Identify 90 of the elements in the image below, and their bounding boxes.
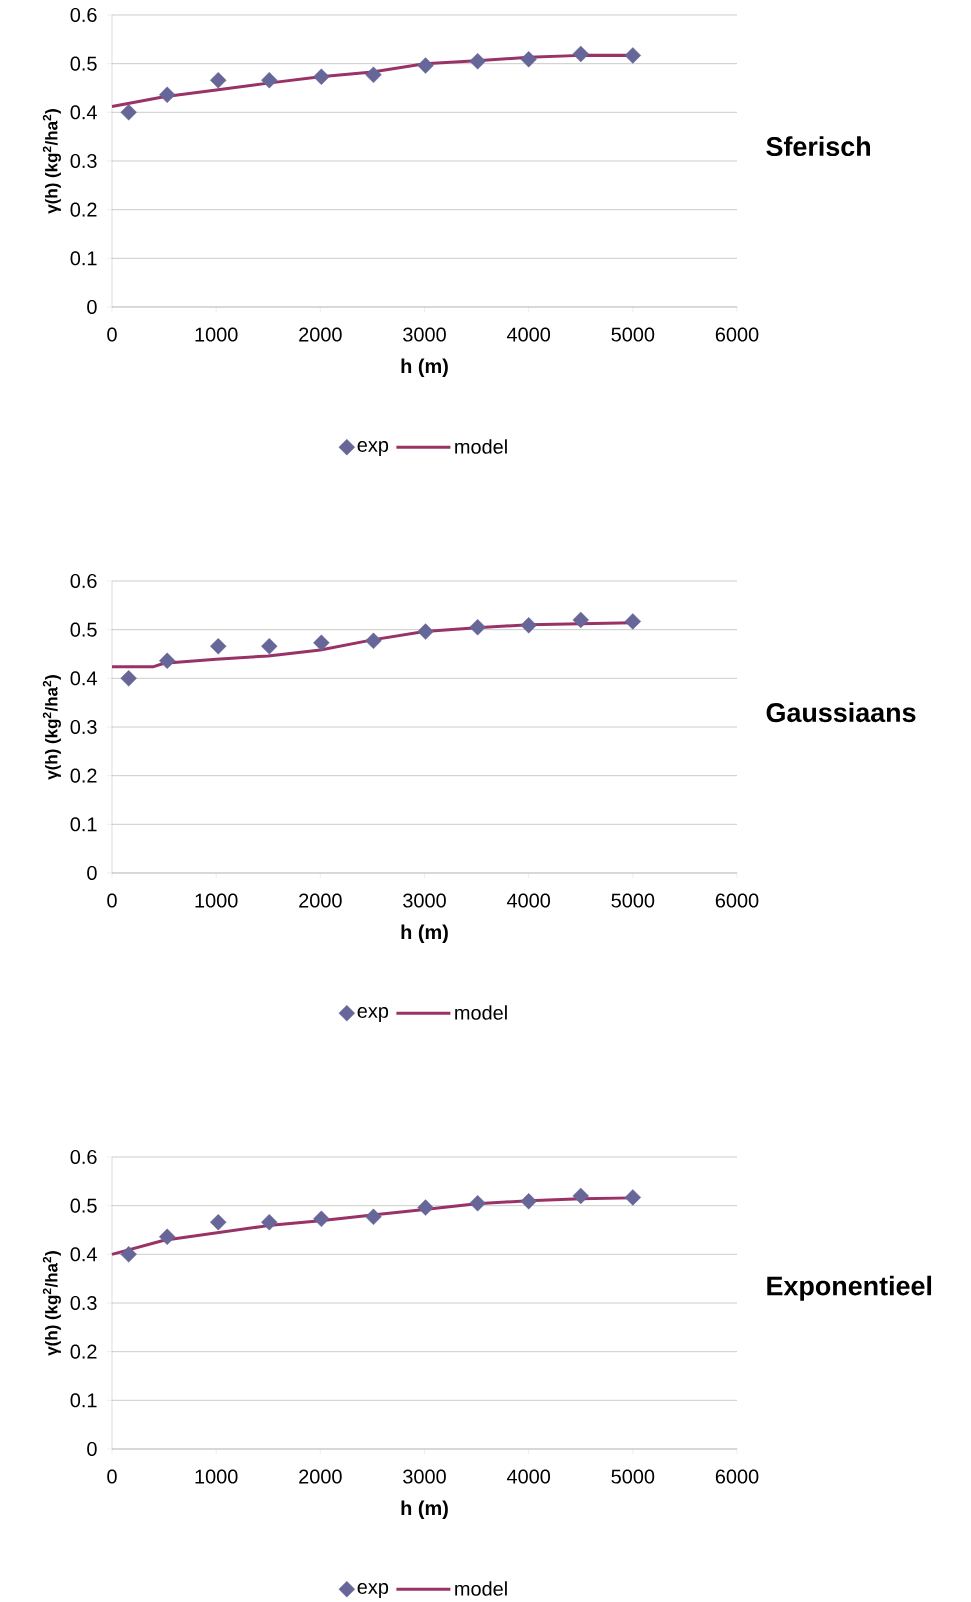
x-tick-label: 1000 (195, 893, 238, 908)
x-tick-label: 0 (107, 327, 117, 342)
point (365, 66, 382, 84)
point (469, 619, 486, 636)
point (624, 47, 642, 64)
y-axis-title: γ(h) (kg$^{2}$/ha$^{2}$) (42, 1251, 61, 1356)
y-axis-title: γ(h) (kg$^{2}$/ha$^{2}$) (42, 109, 61, 214)
x-tick-label: 3000 (403, 893, 446, 908)
point (520, 51, 537, 68)
x-tick-label: 1000 (195, 327, 238, 342)
point (120, 1246, 137, 1263)
legend-label: exp (357, 441, 389, 456)
x-axis-title: h (m) (401, 358, 448, 378)
y-tick-label: 0.3 (70, 719, 97, 735)
y-tick-label: 0.2 (70, 202, 97, 217)
point (313, 68, 330, 85)
legend-label: exp (357, 1007, 389, 1022)
y-tick-label: 0.5 (70, 1198, 97, 1213)
x-tick-label: 0 (107, 1469, 117, 1484)
x-tick-label: 5000 (611, 893, 655, 908)
y-tick-label: 0.6 (70, 7, 97, 23)
y-tick-label: 0.2 (70, 768, 97, 783)
point (572, 1187, 589, 1205)
y-tick-label: 0.4 (70, 1247, 97, 1262)
point (159, 652, 176, 669)
x-tick-label: 2000 (299, 327, 342, 342)
x-tick-label: 2000 (299, 893, 342, 908)
point (313, 1210, 330, 1227)
x-axis-title: h (m) (401, 1500, 448, 1520)
y-tick-label: 0.2 (70, 1344, 97, 1359)
point (210, 638, 227, 655)
y-tick-label: 0.4 (70, 671, 97, 686)
x-axis-title: h (m) (401, 924, 448, 944)
x-tick-label: 5000 (611, 1469, 655, 1484)
x-tick-label: 3000 (403, 327, 446, 342)
y-tick-label: 0 (87, 1441, 97, 1457)
x-tick-label: 0 (107, 893, 117, 908)
y-tick-label: 0.5 (70, 622, 97, 637)
x-tick-label: 6000 (715, 893, 759, 908)
text: Sferisch (766, 136, 870, 157)
x-tick-label: 1000 (195, 1469, 238, 1484)
y-tick-label: 0.6 (70, 573, 97, 589)
point (469, 1195, 486, 1212)
point (572, 611, 589, 629)
point (159, 1228, 176, 1246)
y-tick-label: 0.1 (70, 817, 97, 832)
y-tick-label: 0.1 (70, 1393, 97, 1408)
x-tick-label: 5000 (611, 327, 655, 342)
point (624, 1189, 642, 1206)
y-axis-title: γ(h) (kg$^{2}$/ha$^{2}$) (42, 675, 61, 780)
x-tick-label: 2000 (299, 1469, 342, 1484)
point (572, 45, 589, 63)
point (261, 1214, 278, 1231)
point (313, 634, 330, 651)
y-tick-label: 0.4 (70, 105, 97, 120)
y-tick-label: 0.6 (70, 1149, 97, 1165)
x-tick-label: 4000 (506, 893, 551, 908)
legend-label: model (455, 1005, 507, 1020)
point (469, 53, 486, 70)
text: Gaussiaans (766, 702, 916, 723)
x-tick-label: 4000 (506, 327, 551, 342)
point (365, 1208, 382, 1226)
y-tick-label: 0 (87, 299, 97, 315)
x-tick-label: 3000 (403, 1469, 446, 1484)
point (417, 57, 434, 74)
point (120, 104, 137, 121)
y-tick-label: 0 (87, 865, 97, 881)
y-tick-label: 0.3 (70, 1295, 97, 1311)
y-tick-label: 0.5 (70, 56, 97, 71)
point (520, 1193, 537, 1210)
point (210, 72, 227, 89)
legend-label: model (455, 1581, 507, 1596)
point (417, 623, 434, 640)
point (624, 613, 642, 630)
legend-label: exp (357, 1583, 389, 1598)
legend-label: model (455, 439, 507, 454)
point (261, 638, 278, 655)
point (261, 72, 278, 89)
point (520, 617, 537, 634)
point (159, 86, 176, 103)
x-tick-label: 6000 (715, 327, 759, 342)
point (210, 1214, 227, 1231)
point (120, 670, 137, 687)
text: Exponentieel (767, 1275, 932, 1301)
x-tick-label: 6000 (715, 1469, 759, 1484)
point (417, 1199, 434, 1216)
point (365, 632, 382, 650)
y-tick-label: 0.1 (70, 251, 97, 266)
x-tick-label: 4000 (506, 1469, 551, 1484)
y-tick-label: 0.3 (70, 153, 97, 169)
